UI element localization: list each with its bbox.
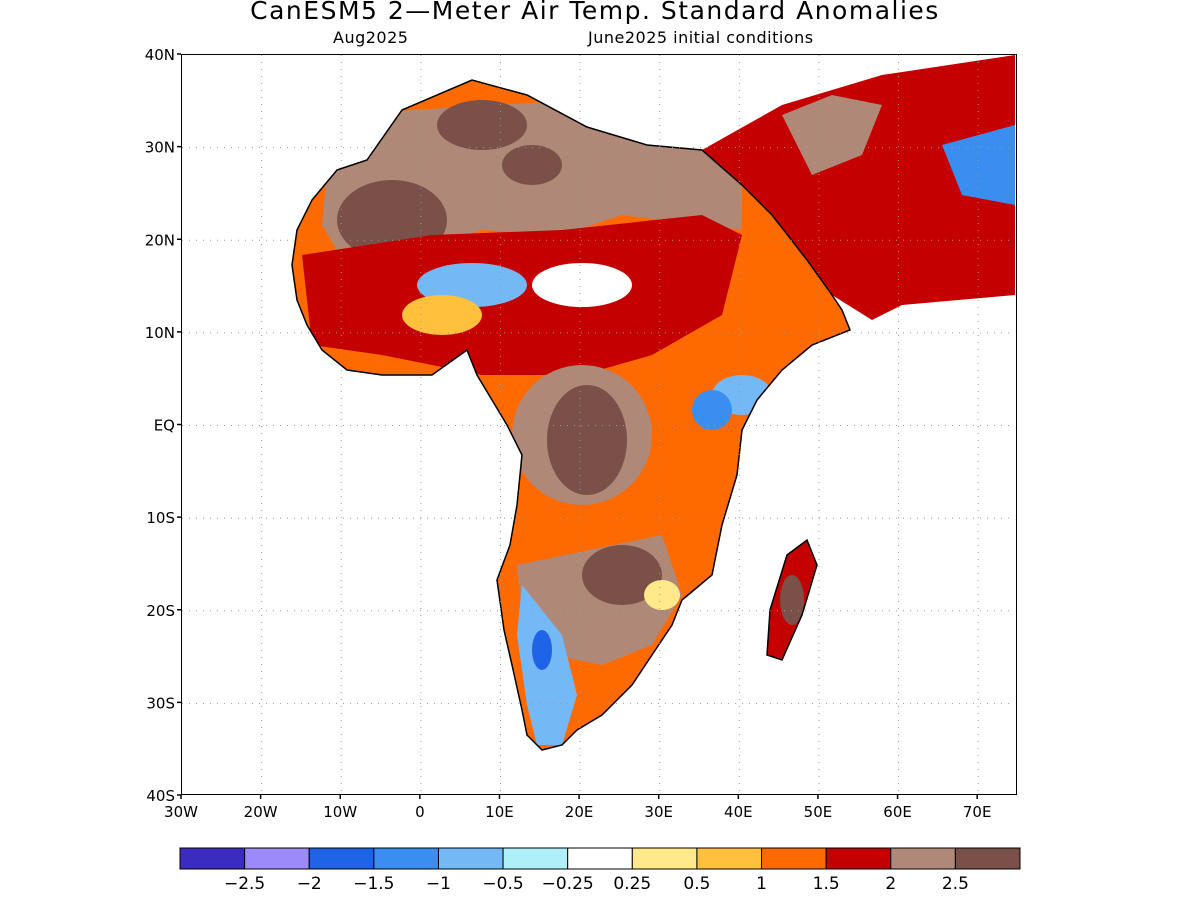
colorbar-label: 2.5	[942, 874, 969, 894]
colorbar-swatch	[373, 847, 439, 870]
anomaly-map	[182, 55, 1018, 796]
colorbar-label: 0.5	[683, 874, 710, 894]
lon-tick-label: 20W	[244, 803, 278, 821]
lat-tick-label: 40S	[146, 787, 175, 805]
colorbar-swatch	[179, 847, 246, 870]
lon-tick-label: 10W	[323, 803, 357, 821]
forecast-month: Aug2025	[333, 28, 409, 47]
lat-tick-label: 20N	[145, 231, 175, 249]
colorbar-swatch	[631, 847, 698, 870]
lat-tick-label: 40N	[145, 46, 175, 64]
colorbar-label: −1.5	[353, 874, 394, 894]
colorbar-swatch	[244, 847, 310, 870]
colorbar-swatch	[825, 847, 892, 870]
colorbar-swatch	[502, 847, 569, 870]
colorbar: −2.5 −2 −1.5 −1 −0.5 −0.25 0.25 0.5 1 1.5 2 2.5	[179, 847, 1021, 894]
colorbar-label: 2	[885, 874, 896, 894]
lat-tick-label: 30S	[146, 694, 175, 712]
colorbar-swatch	[696, 847, 763, 870]
chart-title: CanESM5 2—Meter Air Temp. Standard Anoma…	[250, 0, 940, 25]
colorbar-label: 1.5	[813, 874, 840, 894]
colorbar-swatch	[761, 847, 827, 870]
colorbar-swatch	[437, 847, 504, 870]
initial-conditions: June2025 initial conditions	[588, 28, 814, 47]
lon-tick-label: 30E	[644, 803, 673, 821]
lon-tick-label: 70E	[963, 803, 992, 821]
colorbar-swatch	[567, 847, 633, 870]
colorbar-label: −0.25	[542, 874, 594, 894]
lon-tick-label: 50E	[804, 803, 833, 821]
lon-tick-label: 20E	[565, 803, 594, 821]
lon-tick-label: 30W	[164, 803, 198, 821]
lon-tick-label: 40E	[724, 803, 753, 821]
lat-tick-label: 30N	[145, 139, 175, 157]
colorbar-swatch	[954, 847, 1021, 870]
colorbar-label: 0.25	[613, 874, 651, 894]
colorbar-label: −2.5	[224, 874, 265, 894]
lat-tick-label: 10S	[146, 509, 175, 527]
lon-tick-label: 0	[415, 803, 425, 821]
lat-tick-label: 20S	[146, 602, 175, 620]
lat-tick-label: 10N	[145, 324, 175, 342]
colorbar-swatch	[890, 847, 956, 870]
lon-tick-label: 10E	[485, 803, 514, 821]
colorbar-label: 1	[756, 874, 767, 894]
colorbar-label: −1	[426, 874, 451, 894]
colorbar-label: −2	[297, 874, 322, 894]
map-panel	[181, 54, 1018, 796]
lon-tick-label: 60E	[883, 803, 912, 821]
colorbar-swatch	[308, 847, 375, 870]
colorbar-label: −0.5	[482, 874, 523, 894]
lat-tick-label: EQ	[154, 417, 175, 435]
